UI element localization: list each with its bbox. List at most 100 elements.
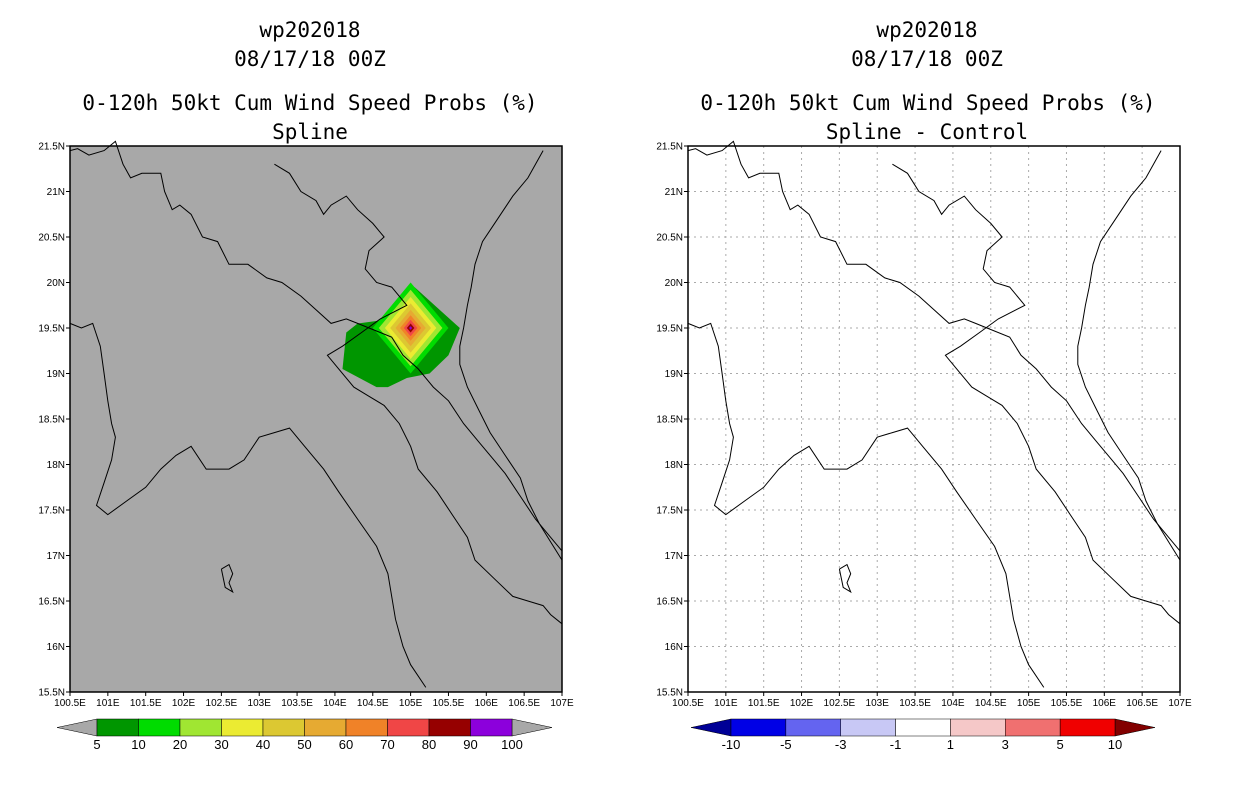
- colorbar-swatch: [785, 718, 841, 737]
- x-tick-label: 103E: [866, 698, 890, 709]
- x-tick-label: 106.5E: [508, 698, 540, 709]
- x-tick-label: 101E: [96, 698, 120, 709]
- x-tick-label: 105.5E: [1051, 698, 1083, 709]
- x-tick-label: 101.5E: [748, 698, 780, 709]
- colorbar-swatch: [387, 718, 430, 737]
- y-tick-label: 18N: [665, 460, 683, 471]
- colorbar-swatch: [221, 718, 264, 737]
- y-tick-label: 17N: [665, 551, 683, 562]
- colorbar-label: 70: [380, 737, 394, 752]
- colorbar-label: -5: [780, 737, 792, 752]
- y-tick-label: 20N: [47, 278, 65, 289]
- y-tick-label: 17N: [47, 551, 65, 562]
- colorbar-label: 30: [214, 737, 228, 752]
- colorbar-right-arrow: [1114, 718, 1156, 737]
- right-product-title: 0-120h 50kt Cum Wind Speed Probs (%): [700, 91, 1156, 115]
- y-tick-label: 19.5N: [38, 324, 65, 335]
- border-line: [687, 322, 1045, 688]
- y-tick-label: 20.5N: [38, 233, 65, 244]
- colorbar-swatch: [470, 718, 513, 737]
- right-map-panel: 100.5E 101E 101.5E 102E 102.5E 103E 103.5E 104E…: [656, 140, 1192, 752]
- colorbar-label: -1: [890, 737, 902, 752]
- y-tick-label: 19N: [665, 369, 683, 380]
- island-outline: [838, 563, 852, 594]
- y-tick-label: 16N: [665, 642, 683, 653]
- x-tick-label: 104E: [323, 698, 347, 709]
- x-tick-label: 101E: [714, 698, 738, 709]
- left-datetime: 08/17/18 00Z: [234, 47, 386, 71]
- border-line: [69, 322, 427, 688]
- border-line: [1077, 150, 1181, 561]
- colorbar-swatch: [950, 718, 1006, 737]
- x-tick-label: 102E: [172, 698, 196, 709]
- y-tick-label: 18.5N: [38, 415, 65, 426]
- colorbar-label: 5: [1057, 737, 1064, 752]
- x-tick-label: 104.5E: [975, 698, 1007, 709]
- right-storm-title: wp202018: [876, 18, 978, 42]
- x-tick-label: 102E: [790, 698, 814, 709]
- y-tick-label: 21.5N: [38, 142, 65, 153]
- right-datetime: 08/17/18 00Z: [851, 47, 1003, 71]
- colorbar-label: 3: [1002, 737, 1009, 752]
- x-tick-label: 104.5E: [357, 698, 389, 709]
- left-subtitle: Spline: [272, 120, 348, 144]
- colorbar-label: 80: [422, 737, 436, 752]
- y-tick-label: 16.5N: [656, 597, 683, 608]
- x-tick-label: 106E: [475, 698, 499, 709]
- border-line: [892, 163, 1181, 625]
- colorbar-right-arrow: [511, 718, 553, 737]
- y-tick-label: 15.5N: [656, 688, 683, 699]
- colorbar-label: 5: [93, 737, 100, 752]
- y-tick-label: 20N: [665, 278, 683, 289]
- y-tick-label: 18.5N: [656, 415, 683, 426]
- y-tick-label: 15.5N: [38, 688, 65, 699]
- y-tick-label: 20.5N: [656, 233, 683, 244]
- colorbar: 5 10 20 30 40 50 60 70 80 90 100: [56, 718, 553, 752]
- colorbar-swatch: [345, 718, 388, 737]
- left-map-panel: 100.5E 101E 101.5E 102E 102.5E 103E 103.5E 104E…: [38, 140, 574, 752]
- x-tick-label: 102.5E: [824, 698, 856, 709]
- x-tick-label: 104E: [941, 698, 965, 709]
- colorbar-left-arrow: [690, 718, 732, 737]
- colorbar: -10 -5 -3 -1 1 3 5 10: [690, 718, 1156, 752]
- x-tick-label: 105E: [399, 698, 423, 709]
- island-outline: [220, 563, 234, 594]
- colorbar-label: 100: [501, 737, 523, 752]
- colorbar-swatch: [1005, 718, 1061, 737]
- x-tick-label: 105E: [1017, 698, 1041, 709]
- x-tick-label: 107E: [550, 698, 574, 709]
- y-tick-label: 21N: [665, 187, 683, 198]
- prob-contour-90: [409, 326, 413, 330]
- colorbar-label: -10: [722, 737, 741, 752]
- y-tick-label: 17.5N: [656, 506, 683, 517]
- x-tick-label: 102.5E: [206, 698, 238, 709]
- x-tick-label: 100.5E: [672, 698, 704, 709]
- x-tick-label: 101.5E: [130, 698, 162, 709]
- left-product-title: 0-120h 50kt Cum Wind Speed Probs (%): [82, 91, 538, 115]
- colorbar-label: 20: [173, 737, 187, 752]
- border-line: [69, 140, 563, 552]
- colorbar-swatch: [1059, 718, 1116, 737]
- colorbar-label: 1: [947, 737, 954, 752]
- x-tick-label: 107E: [1168, 698, 1192, 709]
- colorbar-label: 40: [256, 737, 270, 752]
- x-tick-label: 103.5E: [281, 698, 313, 709]
- y-tick-label: 19N: [47, 369, 65, 380]
- colorbar-left-arrow: [56, 718, 98, 737]
- colorbar-swatch: [895, 718, 951, 737]
- x-tick-label: 105.5E: [433, 698, 465, 709]
- map-borders: [69, 140, 563, 688]
- border-line: [687, 140, 1181, 552]
- x-tick-label: 106E: [1093, 698, 1117, 709]
- y-tick-label: 17.5N: [38, 506, 65, 517]
- x-tick-label: 103.5E: [899, 698, 931, 709]
- colorbar-swatch: [304, 718, 347, 737]
- colorbar-swatch: [840, 718, 896, 737]
- colorbar-swatch: [179, 718, 222, 737]
- colorbar-label: 60: [339, 737, 353, 752]
- map-background: [70, 146, 562, 692]
- colorbar-label: 50: [297, 737, 311, 752]
- left-storm-title: wp202018: [259, 18, 361, 42]
- x-tick-label: 103E: [248, 698, 272, 709]
- x-tick-label: 106.5E: [1126, 698, 1158, 709]
